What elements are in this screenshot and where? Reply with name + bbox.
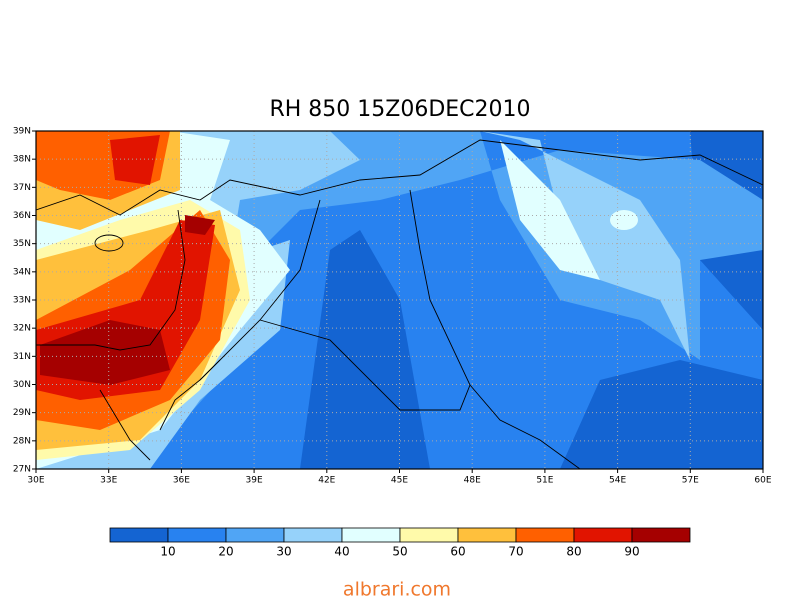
colorbar-label: 40: [334, 545, 349, 559]
x-tick-label: 54E: [609, 476, 626, 486]
colorbar-box: [457, 527, 517, 543]
colorbar-box: [109, 527, 169, 543]
colorbar-box: [225, 527, 285, 543]
axis-labels: 30E 33E 36E 39E 42E 45E 48E 51E 54E 57E 60E 27N 28N 2…: [13, 127, 772, 486]
colorbar-box: [167, 527, 227, 543]
watermark: albrari.com: [343, 579, 451, 600]
y-tick-label: 38N: [13, 155, 31, 165]
colorbar-box: [515, 527, 575, 543]
y-tick-label: 35N: [13, 239, 31, 249]
y-tick-label: 28N: [13, 436, 31, 446]
x-tick-label: 45E: [391, 476, 408, 486]
y-tick-label: 33N: [13, 296, 31, 306]
colorbar-label: 90: [624, 545, 639, 559]
x-tick-label: 33E: [100, 476, 117, 486]
colorbar-box: [399, 527, 459, 543]
y-tick-label: 36N: [13, 211, 31, 221]
x-tick-label: 42E: [318, 476, 335, 486]
colorbar-label: 70: [508, 545, 523, 559]
x-tick-label: 51E: [536, 476, 553, 486]
x-tick-label: 57E: [682, 476, 699, 486]
colorbar-label: 80: [566, 545, 581, 559]
y-tick-label: 30N: [13, 380, 31, 390]
colorbar-label: 10: [160, 545, 175, 559]
y-tick-label: 34N: [13, 267, 31, 277]
colorbar-label: 30: [276, 545, 291, 559]
y-tick-label: 39N: [13, 127, 31, 137]
x-tick-label: 48E: [464, 476, 481, 486]
colorbar-box: [631, 527, 691, 543]
graticule: [36, 131, 763, 469]
map-title: RH 850 15Z06DEC2010: [269, 97, 530, 122]
colorbar-label: 20: [218, 545, 233, 559]
y-tick-label: 29N: [13, 408, 31, 418]
coastlines: [36, 139, 763, 469]
x-tick-label: 30E: [27, 476, 44, 486]
y-tick-label: 27N: [13, 465, 31, 475]
x-tick-label: 36E: [173, 476, 190, 486]
y-tick-label: 32N: [13, 324, 31, 334]
colorbar: 10 20 30 40 50 60 70 80 90: [109, 527, 691, 559]
colorbar-label: 60: [450, 545, 465, 559]
colorbar-label: 50: [392, 545, 407, 559]
colorbar-box: [573, 527, 633, 543]
x-tick-label: 39E: [246, 476, 263, 486]
y-tick-label: 31N: [13, 352, 31, 362]
y-tick-label: 37N: [13, 183, 31, 193]
colorbar-box: [283, 527, 343, 543]
x-tick-label: 60E: [754, 476, 771, 486]
colorbar-box: [341, 527, 401, 543]
